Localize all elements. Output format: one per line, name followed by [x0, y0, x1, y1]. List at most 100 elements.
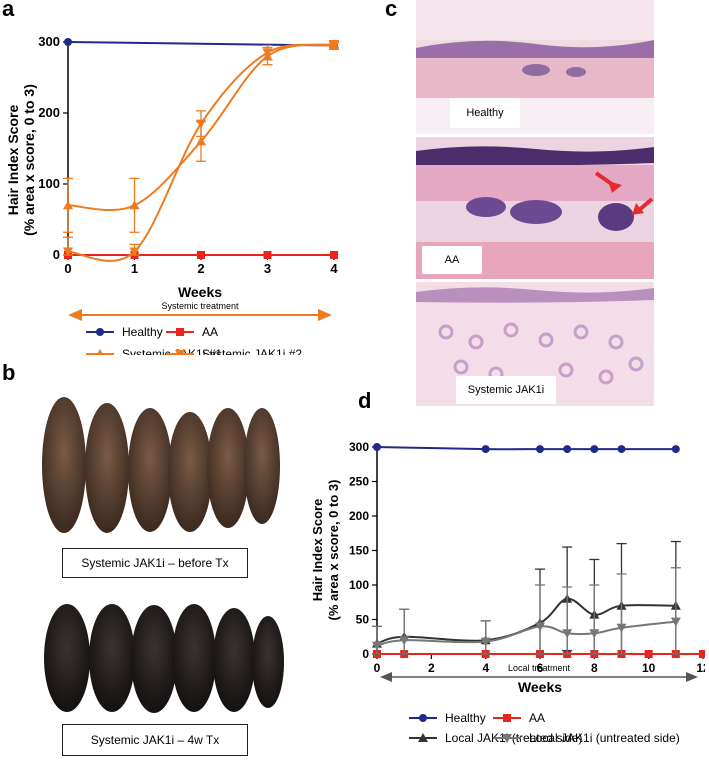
- y-tick-label: 300: [38, 34, 60, 49]
- legend-marker: [418, 733, 428, 742]
- legend-label: Healthy: [445, 711, 486, 725]
- chart-a-treatment-arrow: [68, 309, 332, 321]
- legend-marker: [96, 349, 104, 355]
- legend-marker: [175, 350, 185, 355]
- legend-label: Local JAK1i (untreated side): [529, 731, 680, 745]
- legend-label: AA: [202, 325, 218, 339]
- mice-before-image: [42, 397, 280, 533]
- mice-after-image: [44, 604, 284, 713]
- data-point: [63, 200, 73, 210]
- y-tick-label: 200: [349, 509, 369, 523]
- histology-label-healthy: Healthy: [450, 98, 520, 128]
- data-point: [263, 251, 272, 259]
- y-tick-label: 100: [38, 176, 60, 191]
- y-tick-label: 50: [356, 613, 370, 627]
- x-tick-label: 10: [642, 661, 656, 675]
- data-point: [399, 636, 410, 646]
- data-point: [590, 445, 599, 454]
- legend-label: AA: [529, 711, 545, 725]
- chart-d-ylabel-block: Hair Index Score (% area x score, 0 to 3…: [310, 480, 341, 621]
- chart-a: Hair Index Score (% area x score, 0 to 3…: [5, 34, 339, 355]
- y-tick-label: 0: [53, 247, 60, 262]
- legend-marker: [503, 714, 511, 722]
- chart-d-xlabel: Weeks: [518, 679, 562, 695]
- data-point: [64, 38, 72, 46]
- chart-a-xlabel: Weeks: [178, 284, 222, 300]
- series-line: [376, 597, 676, 645]
- data-point: [562, 629, 573, 639]
- legend-marker: [96, 328, 104, 336]
- series-healthy: [64, 38, 339, 50]
- series-line: [376, 620, 676, 647]
- x-tick-label: 1: [131, 261, 138, 276]
- legend-item: Healthy: [409, 711, 486, 725]
- series-systemic-jak1i-2: [63, 41, 339, 262]
- y-tick-label: 0: [362, 647, 369, 661]
- chart-d-series: [372, 443, 705, 658]
- legend-marker: [176, 328, 184, 336]
- data-point: [329, 41, 339, 51]
- x-tick-label: 4: [330, 261, 338, 276]
- y-tick-label: 200: [38, 105, 60, 120]
- legend-marker: [419, 714, 427, 722]
- data-point: [196, 119, 206, 129]
- data-point: [671, 445, 680, 454]
- data-point: [196, 136, 206, 146]
- chart-d-treatment-arrow: [380, 672, 698, 682]
- series-healthy: [373, 443, 680, 454]
- data-point: [129, 200, 140, 210]
- data-point: [589, 629, 600, 639]
- chart-a-treatment-label: Systemic treatment: [161, 301, 239, 311]
- data-point: [644, 650, 653, 658]
- data-point: [535, 622, 545, 632]
- x-tick-label: 0: [64, 261, 71, 276]
- legend-item: Local JAK1i (untreated side): [493, 731, 680, 745]
- chart-d-ylabel-text: Hair Index Score: [310, 499, 325, 602]
- x-tick-label: 8: [591, 661, 598, 675]
- chart-a-ylabel: Hair Index Score: [5, 105, 21, 216]
- data-point: [481, 445, 490, 454]
- x-tick-label: 3: [264, 261, 271, 276]
- x-tick-label: 12: [696, 661, 705, 675]
- legend-label: Systemic JAK1i #2: [202, 347, 302, 355]
- mice-photo-before: [22, 380, 282, 540]
- series-aa: [64, 251, 338, 259]
- x-tick-label: 2: [428, 661, 435, 675]
- series-local-jak1i-treated-side-: [372, 540, 681, 655]
- y-tick-label: 150: [349, 544, 369, 558]
- panel-letter-a: a: [2, 0, 15, 21]
- legend-label: Systemic JAK1i #1: [122, 347, 222, 355]
- data-point: [699, 650, 705, 658]
- data-point: [536, 445, 544, 454]
- legend-item: Healthy: [86, 325, 163, 339]
- mice-photo-after: [22, 598, 284, 716]
- data-point: [197, 251, 205, 259]
- histology-aa: [416, 137, 654, 279]
- data-point: [616, 623, 627, 633]
- caption-before-tx: Systemic JAK1i – before Tx: [62, 548, 248, 578]
- y-tick-label: 100: [349, 578, 369, 592]
- chart-d-ylabel2-text: (% area x score, 0 to 3): [326, 480, 341, 621]
- histology-label-aa: AA: [422, 246, 482, 274]
- chart-a-series: [63, 38, 339, 262]
- data-point: [670, 617, 681, 627]
- panel-letter-b: b: [2, 360, 16, 385]
- legend-label: Healthy: [122, 325, 163, 339]
- data-point: [617, 445, 626, 454]
- data-point: [373, 443, 381, 451]
- histology-label-jak1i: Systemic JAK1i: [456, 376, 556, 404]
- data-point: [480, 637, 491, 647]
- legend-item: Systemic JAK1i #2: [166, 347, 302, 355]
- data-point: [262, 48, 273, 58]
- panel-letter-c: c: [385, 0, 398, 21]
- x-tick-label: 6: [537, 661, 544, 675]
- y-tick-label: 300: [349, 440, 369, 454]
- x-tick-label: 4: [482, 661, 489, 675]
- legend-item: AA: [166, 325, 218, 339]
- chart-a-ylabel2: (% area x score, 0 to 3): [21, 84, 37, 236]
- series-line: [67, 43, 335, 262]
- legend-item: Systemic JAK1i #1: [86, 347, 222, 355]
- chart-d-treatment-label: Local treatment: [508, 663, 571, 673]
- panel-letter-d: d: [358, 388, 372, 413]
